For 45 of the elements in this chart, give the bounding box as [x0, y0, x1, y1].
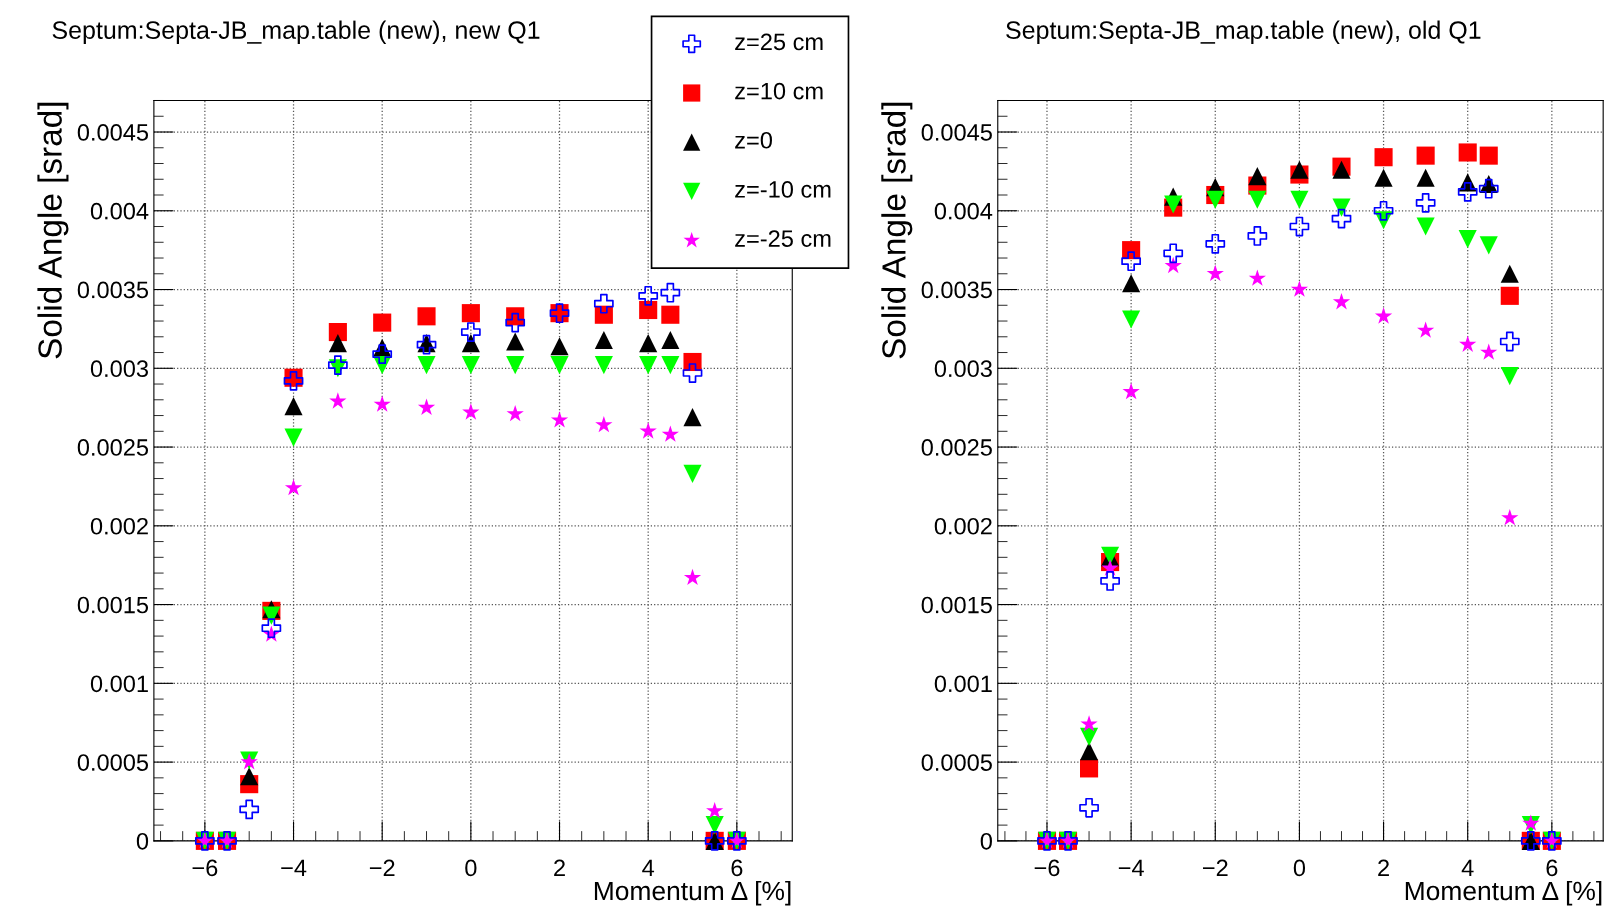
- x-axis-title: Momentum Δ [%]: [1405, 880, 1602, 906]
- chart-title: Septum:Septa-JB_map.table (new), old Q1: [1006, 20, 1481, 44]
- x-tick-label: 6: [1546, 859, 1558, 877]
- y-tick-label: 0.0035: [77, 281, 149, 299]
- x-tick-label: 6: [731, 859, 743, 877]
- x-tick-label: 0: [1293, 859, 1306, 877]
- x-tick-label: −2: [369, 859, 395, 877]
- x-tick-label: −2: [1202, 859, 1228, 877]
- y-tick-label: 0.001: [90, 675, 148, 693]
- x-tick-label: 2: [554, 859, 565, 877]
- y-tick-label: 0.0035: [921, 281, 992, 299]
- y-tick-label: 0.0025: [77, 439, 149, 456]
- legend-label: z=0: [735, 131, 772, 149]
- y-tick-label: 0.004: [934, 202, 993, 220]
- y-tick-label: 0.0045: [77, 124, 149, 141]
- y-tick-label: 0.003: [934, 360, 992, 378]
- y-axis-title: Solid Angle [srad]: [37, 102, 69, 359]
- legend-label: z=-10 cm: [735, 181, 831, 198]
- legend-label: z=-25 cm: [735, 230, 831, 247]
- y-tick-label: 0.0015: [921, 596, 992, 614]
- x-tick-label: −6: [192, 859, 218, 877]
- y-tick-label: 0.004: [90, 202, 149, 220]
- y-tick-label: 0: [980, 832, 992, 850]
- x-tick-label: −4: [281, 859, 307, 877]
- x-tick-label: 2: [1378, 859, 1389, 877]
- y-tick-label: 0: [136, 832, 149, 850]
- x-tick-label: 0: [465, 859, 477, 877]
- y-axis-title: Solid Angle [srad]: [881, 102, 913, 359]
- y-tick-label: 0.002: [934, 517, 992, 535]
- y-tick-label: 0.002: [90, 517, 148, 535]
- y-tick-label: 0.0005: [921, 754, 992, 771]
- x-axis-title: Momentum Δ [%]: [594, 880, 791, 906]
- y-tick-label: 0.003: [90, 360, 148, 378]
- y-tick-label: 0.0005: [77, 754, 149, 771]
- legend-label: z=25 cm: [735, 33, 823, 51]
- chart-title: Septum:Septa-JB_map.table (new), new Q1: [52, 20, 540, 44]
- legend-label: z=10 cm: [735, 82, 823, 100]
- x-tick-label: −6: [1034, 859, 1060, 877]
- x-tick-label: −4: [1118, 859, 1144, 877]
- y-tick-label: 0.001: [934, 675, 992, 693]
- x-tick-label: 4: [642, 859, 655, 877]
- y-tick-label: 0.0015: [77, 596, 149, 614]
- y-tick-label: 0.0025: [921, 439, 992, 456]
- x-tick-label: 4: [1461, 859, 1474, 877]
- y-tick-label: 0.0045: [921, 124, 992, 141]
